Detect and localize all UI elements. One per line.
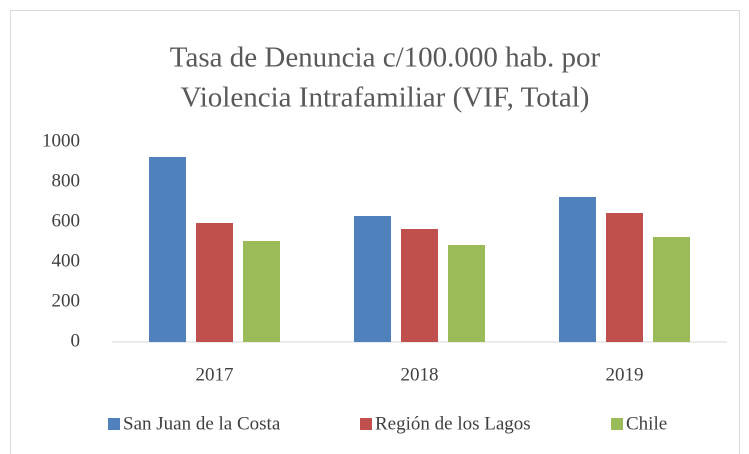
- y-tick-label: 200: [52, 290, 81, 311]
- legend-swatch: [108, 418, 120, 430]
- y-tick-label: 800: [52, 170, 81, 191]
- y-tick-label: 0: [71, 330, 81, 351]
- x-tick-label: 2017: [196, 364, 234, 385]
- bar: [196, 223, 233, 342]
- bar: [653, 237, 690, 342]
- legend-swatch: [360, 418, 372, 430]
- bar: [448, 245, 485, 342]
- bar: [401, 229, 438, 342]
- legend-label: San Juan de la Costa: [123, 413, 281, 434]
- x-tick-label: 2018: [401, 364, 439, 385]
- legend-label: Región de los Lagos: [375, 413, 531, 434]
- y-tick-label: 1000: [42, 130, 80, 151]
- y-tick-label: 400: [52, 250, 81, 271]
- legend-swatch: [611, 418, 623, 430]
- x-tick-label: 2019: [606, 364, 644, 385]
- bar: [559, 197, 596, 342]
- bar: [149, 157, 186, 342]
- legend-label: Chile: [626, 413, 667, 434]
- bar: [606, 213, 643, 342]
- chart-title: Tasa de Denuncia c/100.000 hab. por: [170, 42, 601, 74]
- y-tick-label: 600: [52, 210, 81, 231]
- bar: [243, 241, 280, 342]
- bar: [354, 216, 391, 342]
- chart-title: Violencia Intrafamiliar (VIF, Total): [181, 82, 590, 114]
